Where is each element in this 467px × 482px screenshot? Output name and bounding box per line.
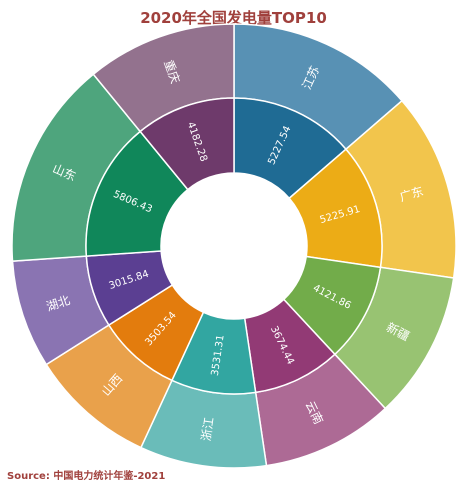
outer-label-1: 广东: [398, 184, 425, 204]
outer-label-4: 浙江: [199, 416, 216, 442]
chart-source: Source: 中国电力统计年鉴-2021: [7, 471, 166, 482]
inner-segment-8[interactable]: [139, 97, 235, 191]
chart-title: 2020年全国发电量TOP10: [140, 9, 327, 27]
outer-label-6: 湖北: [44, 292, 71, 314]
inner-ring: [85, 97, 383, 395]
outer-ring: [11, 23, 457, 469]
